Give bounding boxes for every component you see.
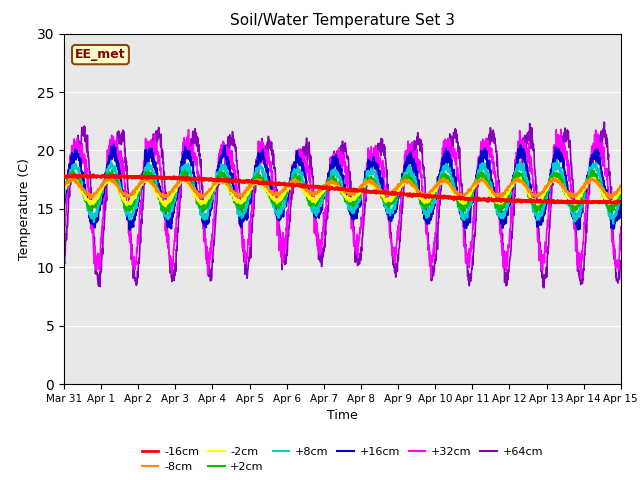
+16cm [126, 227, 134, 232]
Y-axis label: Temperature (C): Temperature (C) [18, 158, 31, 260]
+32cm [577, 276, 584, 282]
-16cm [60, 173, 68, 179]
+64cm [601, 128, 609, 133]
+2cm [617, 188, 625, 194]
-8cm [60, 182, 68, 188]
+8cm [499, 210, 506, 216]
-2cm [331, 181, 339, 187]
+8cm [60, 193, 68, 199]
+2cm [499, 203, 506, 208]
-16cm [90, 172, 97, 178]
Line: -16cm: -16cm [64, 175, 621, 203]
+8cm [553, 158, 561, 164]
-16cm [499, 196, 506, 202]
-8cm [601, 190, 609, 196]
-2cm [499, 200, 506, 205]
+16cm [617, 196, 625, 202]
+2cm [601, 196, 609, 202]
-2cm [601, 196, 609, 202]
-8cm [88, 194, 96, 200]
+64cm [600, 119, 608, 125]
+32cm [316, 244, 324, 250]
+64cm [316, 254, 324, 260]
-2cm [316, 193, 324, 199]
+32cm [617, 224, 625, 229]
+2cm [602, 197, 609, 203]
-2cm [88, 200, 96, 206]
+8cm [601, 191, 609, 197]
+32cm [499, 252, 506, 258]
-8cm [499, 191, 506, 196]
+64cm [602, 132, 609, 137]
X-axis label: Time: Time [327, 409, 358, 422]
+32cm [601, 172, 609, 178]
Text: EE_met: EE_met [75, 48, 126, 61]
+2cm [316, 194, 324, 200]
+2cm [60, 189, 68, 194]
-8cm [331, 180, 339, 185]
+64cm [499, 231, 506, 237]
-16cm [601, 199, 609, 204]
Line: +16cm: +16cm [64, 144, 621, 229]
+8cm [617, 197, 625, 203]
-2cm [60, 189, 68, 195]
-16cm [602, 200, 609, 205]
Title: Soil/Water Temperature Set 3: Soil/Water Temperature Set 3 [230, 13, 455, 28]
-16cm [551, 200, 559, 206]
+2cm [331, 179, 339, 184]
+64cm [617, 258, 625, 264]
Line: -2cm: -2cm [64, 177, 621, 206]
+16cm [88, 217, 96, 223]
+2cm [588, 168, 595, 173]
+8cm [609, 221, 617, 227]
Line: +32cm: +32cm [64, 130, 621, 279]
-8cm [179, 175, 187, 180]
+16cm [601, 184, 609, 190]
+16cm [332, 154, 339, 159]
+32cm [331, 157, 339, 163]
-16cm [331, 187, 339, 192]
Line: +64cm: +64cm [64, 122, 621, 288]
+16cm [60, 202, 68, 208]
Line: -8cm: -8cm [64, 178, 621, 198]
+2cm [163, 209, 170, 215]
+64cm [60, 264, 68, 270]
-16cm [88, 173, 96, 179]
-8cm [609, 195, 616, 201]
+16cm [499, 223, 507, 228]
-16cm [316, 185, 324, 191]
-8cm [316, 188, 324, 193]
-2cm [617, 187, 625, 193]
Legend: -16cm, -8cm, -2cm, +2cm, +8cm, +16cm, +32cm, +64cm: -16cm, -8cm, -2cm, +2cm, +8cm, +16cm, +3… [138, 442, 547, 477]
+64cm [540, 285, 548, 291]
Line: +8cm: +8cm [64, 161, 621, 224]
+32cm [602, 166, 609, 172]
-2cm [516, 174, 524, 180]
-16cm [617, 199, 625, 204]
-8cm [601, 189, 609, 194]
-2cm [161, 204, 169, 209]
+8cm [88, 213, 96, 219]
+16cm [110, 142, 118, 147]
Line: +2cm: +2cm [64, 170, 621, 212]
-8cm [617, 184, 625, 190]
+64cm [88, 212, 96, 218]
+8cm [601, 192, 609, 197]
+32cm [60, 232, 68, 238]
+2cm [88, 203, 96, 209]
-2cm [602, 195, 609, 201]
+32cm [557, 127, 564, 132]
+16cm [317, 210, 324, 216]
+16cm [602, 189, 609, 194]
+8cm [331, 169, 339, 175]
+8cm [316, 201, 324, 206]
+64cm [331, 163, 339, 169]
+32cm [88, 230, 96, 236]
